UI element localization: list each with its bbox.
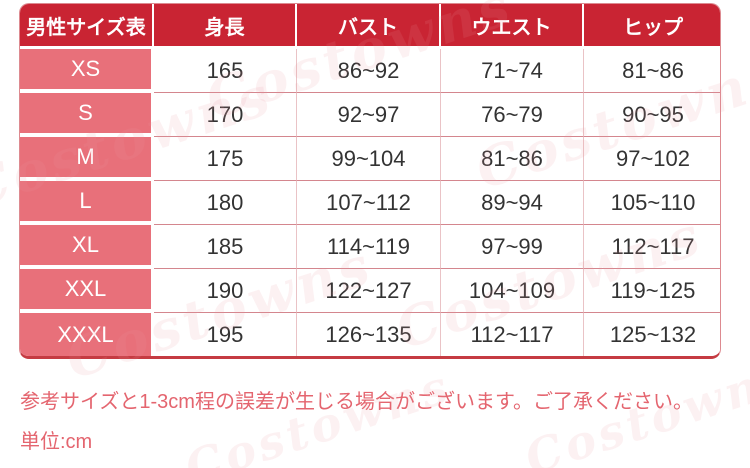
measurement-cell: 81~86 bbox=[441, 137, 584, 181]
table-row: XS 165 86~92 71~74 81~86 bbox=[20, 49, 720, 93]
col-header-hip: ヒップ bbox=[584, 4, 720, 49]
size-label-cell: XS bbox=[20, 49, 154, 93]
measurement-cell: 185 bbox=[154, 225, 297, 269]
size-label-cell: M bbox=[20, 137, 154, 181]
table-row: XXXL 195 126~135 112~117 125~132 bbox=[20, 313, 720, 356]
size-label-cell: S bbox=[20, 93, 154, 137]
col-header-waist: ウエスト bbox=[441, 4, 584, 49]
measurement-cell: 175 bbox=[154, 137, 297, 181]
size-label-cell: L bbox=[20, 181, 154, 225]
table-row: L 180 107~112 89~94 105~110 bbox=[20, 181, 720, 225]
measurement-cell: 190 bbox=[154, 269, 297, 313]
table-row: M 175 99~104 81~86 97~102 bbox=[20, 137, 720, 181]
table-row: XL 185 114~119 97~99 112~117 bbox=[20, 225, 720, 269]
measurement-cell: 97~99 bbox=[441, 225, 584, 269]
col-header-bust: バスト bbox=[297, 4, 441, 49]
measurement-cell: 195 bbox=[154, 313, 297, 356]
table-row: S 170 92~97 76~79 90~95 bbox=[20, 93, 720, 137]
measurement-cell: 92~97 bbox=[297, 93, 441, 137]
measurement-cell: 90~95 bbox=[584, 93, 720, 137]
measurement-cell: 114~119 bbox=[297, 225, 441, 269]
table-header-row: 男性サイズ表 身長 バスト ウエスト ヒップ bbox=[20, 4, 720, 49]
measurement-cell: 76~79 bbox=[441, 93, 584, 137]
measurement-cell: 97~102 bbox=[584, 137, 720, 181]
measurement-cell: 71~74 bbox=[441, 49, 584, 93]
measurement-cell: 165 bbox=[154, 49, 297, 93]
measurement-cell: 105~110 bbox=[584, 181, 720, 225]
measurement-cell: 112~117 bbox=[584, 225, 720, 269]
measurement-cell: 170 bbox=[154, 93, 297, 137]
size-label-cell: XL bbox=[20, 225, 154, 269]
measurement-cell: 81~86 bbox=[584, 49, 720, 93]
measurement-cell: 125~132 bbox=[584, 313, 720, 356]
measurement-cell: 180 bbox=[154, 181, 297, 225]
size-label-cell: XXXL bbox=[20, 313, 154, 356]
measurement-cell: 107~112 bbox=[297, 181, 441, 225]
measurement-cell: 119~125 bbox=[584, 269, 720, 313]
measurement-cell: 89~94 bbox=[441, 181, 584, 225]
mens-size-table: 男性サイズ表 身長 バスト ウエスト ヒップ XS 165 86~92 71~74 81… bbox=[20, 4, 720, 356]
table-title-cell: 男性サイズ表 bbox=[20, 4, 154, 49]
unit-note: 単位:cm bbox=[20, 431, 93, 453]
mens-size-table-wrap: 男性サイズ表 身長 バスト ウエスト ヒップ XS 165 86~92 71~74 81… bbox=[19, 3, 721, 359]
measurement-cell: 99~104 bbox=[297, 137, 441, 181]
measurement-cell: 126~135 bbox=[297, 313, 441, 356]
col-header-height: 身長 bbox=[154, 4, 297, 49]
measurement-cell: 104~109 bbox=[441, 269, 584, 313]
size-label-cell: XXL bbox=[20, 269, 154, 313]
measurement-cell: 86~92 bbox=[297, 49, 441, 93]
measurement-cell: 112~117 bbox=[441, 313, 584, 356]
table-row: XXL 190 122~127 104~109 119~125 bbox=[20, 269, 720, 313]
tolerance-note: 参考サイズと1-3cm程の誤差が生じる場合がございます。ご了承ください。 bbox=[20, 391, 693, 413]
measurement-cell: 122~127 bbox=[297, 269, 441, 313]
